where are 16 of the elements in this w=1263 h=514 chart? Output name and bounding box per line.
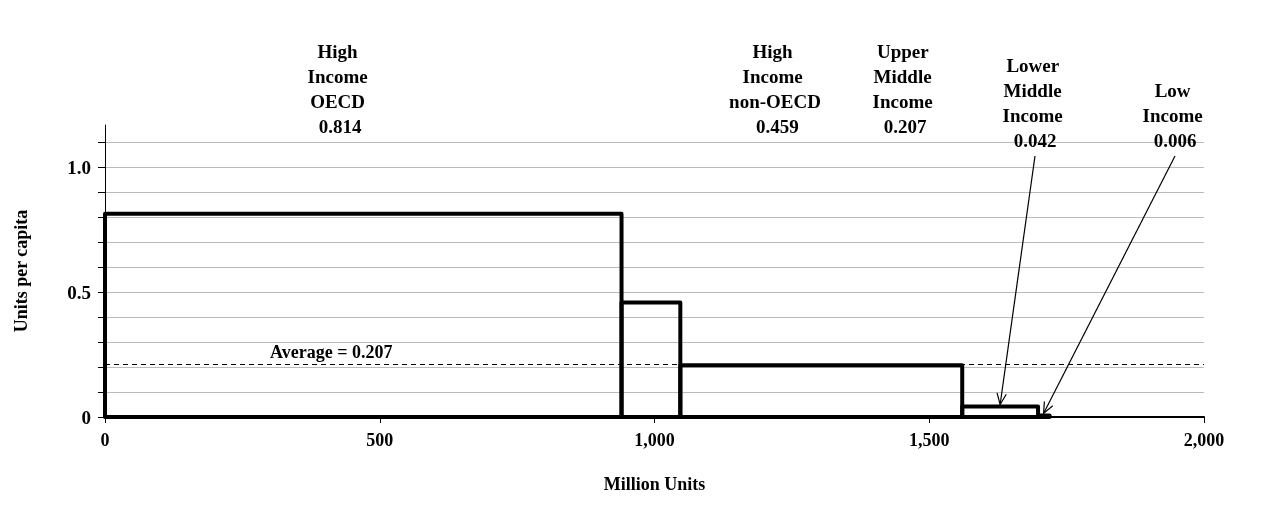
y-tick-label: 0 (81, 406, 91, 428)
annotation: Lower Middle Income 0.042 (1002, 55, 1068, 151)
x-tick-label: 1,000 (634, 430, 675, 450)
x-tick-label: 2,000 (1183, 430, 1225, 450)
x-tick-label: 500 (366, 430, 394, 450)
y-tick-label: 0.5 (67, 281, 91, 303)
annotation: Upper Middle Income 0.207 (872, 41, 938, 137)
x-tick-label: 0 (100, 430, 110, 450)
x-axis-title: Million Units (603, 474, 706, 494)
x-tick-label: 1,500 (909, 430, 950, 450)
y-axis-title: Units per capita (11, 209, 31, 333)
ref-line-label: Average = 0.207 (270, 341, 393, 362)
annotation: High Income non-OECD 0.459 (729, 41, 821, 137)
y-tick-label: 1.0 (67, 156, 91, 178)
annotation: High Income OECD 0.814 (307, 41, 373, 137)
annotation: Low Income 0.006 (1142, 80, 1208, 151)
